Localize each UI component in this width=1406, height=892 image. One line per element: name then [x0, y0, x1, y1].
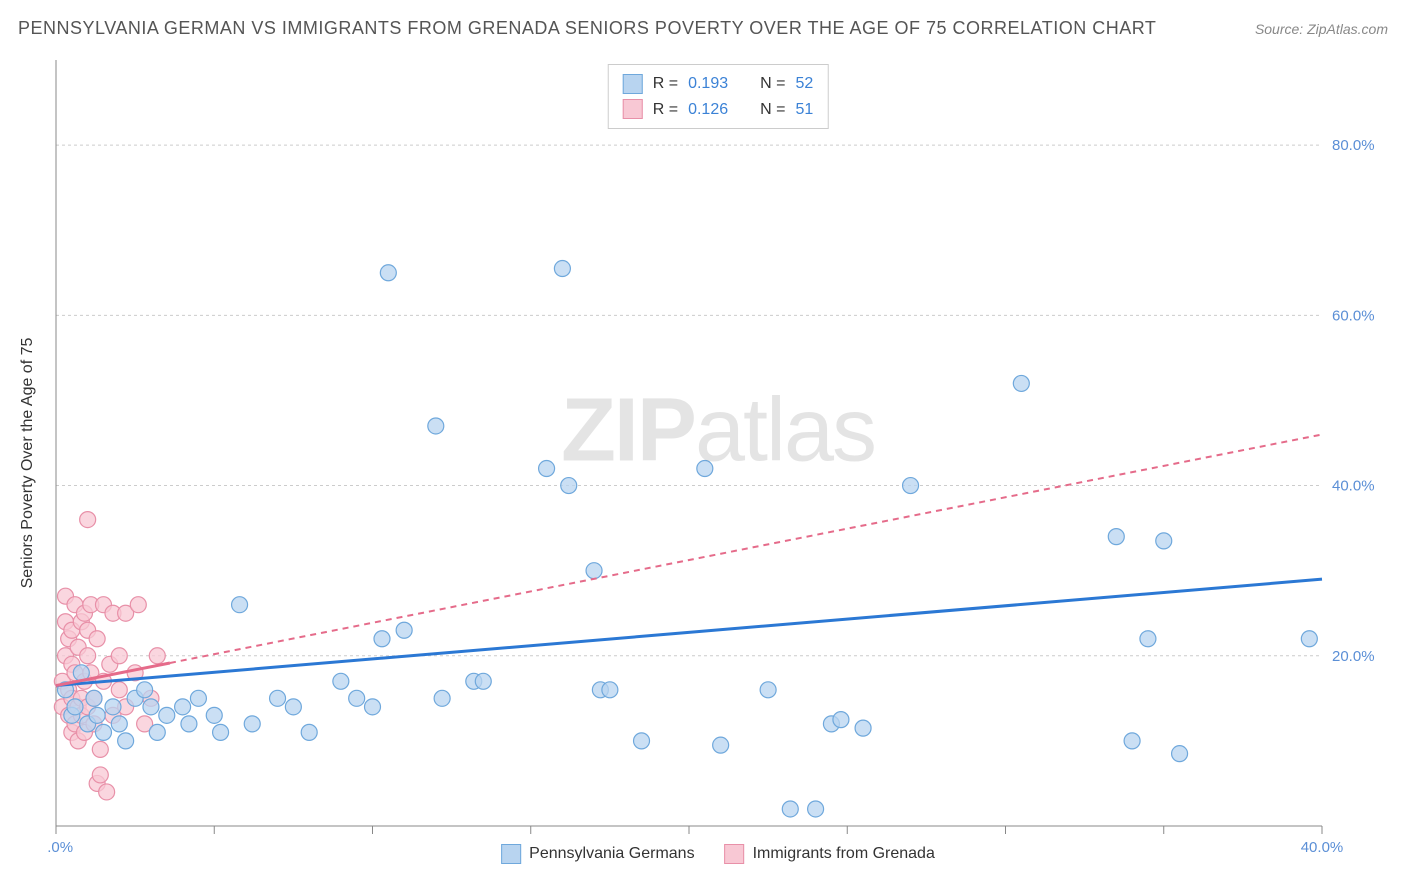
stat-r-value: 0.126 [688, 97, 728, 123]
svg-text:40.0%: 40.0% [1332, 478, 1375, 495]
legend-stats-row: R = 0.193 N = 52 [623, 71, 814, 97]
legend-bottom: Pennsylvania Germans Immigrants from Gre… [501, 844, 935, 864]
svg-text:80.0%: 80.0% [1332, 137, 1375, 154]
stat-n-value: 52 [795, 71, 813, 97]
legend-swatch-blue [623, 74, 643, 94]
svg-text:40.0%: 40.0% [1301, 839, 1344, 856]
svg-text:20.0%: 20.0% [1332, 648, 1375, 665]
stat-r-value: 0.193 [688, 71, 728, 97]
legend-item: Immigrants from Grenada [725, 844, 935, 864]
legend-label: Pennsylvania Germans [529, 845, 694, 863]
legend-stats-row: R = 0.126 N = 51 [623, 97, 814, 123]
chart-header: PENNSYLVANIA GERMAN VS IMMIGRANTS FROM G… [18, 18, 1388, 39]
grid-group [56, 145, 1322, 656]
axes-group [56, 60, 1322, 834]
chart-container: Seniors Poverty Over the Age of 75 ZIPat… [48, 60, 1388, 866]
stat-n-label: N = [760, 71, 785, 97]
legend-label: Immigrants from Grenada [753, 845, 935, 863]
svg-text:60.0%: 60.0% [1332, 307, 1375, 324]
scatter-plot: 20.0% 40.0% 60.0% 80.0% 0.0% 40.0% [48, 60, 1388, 866]
trend-group [56, 434, 1322, 685]
svg-text:0.0%: 0.0% [48, 839, 73, 856]
stat-r-label: R = [653, 71, 678, 97]
legend-swatch-blue [501, 844, 521, 864]
legend-swatch-pink [623, 99, 643, 119]
stat-n-label: N = [760, 97, 785, 123]
legend-item: Pennsylvania Germans [501, 844, 694, 864]
legend-stats-box: R = 0.193 N = 52 R = 0.126 N = 51 [608, 64, 829, 129]
chart-source: Source: ZipAtlas.com [1255, 21, 1388, 37]
stat-r-label: R = [653, 97, 678, 123]
chart-title: PENNSYLVANIA GERMAN VS IMMIGRANTS FROM G… [18, 18, 1156, 39]
y-axis-label: Seniors Poverty Over the Age of 75 [19, 338, 37, 589]
points-group [54, 261, 1317, 817]
legend-swatch-pink [725, 844, 745, 864]
stat-n-value: 51 [795, 97, 813, 123]
